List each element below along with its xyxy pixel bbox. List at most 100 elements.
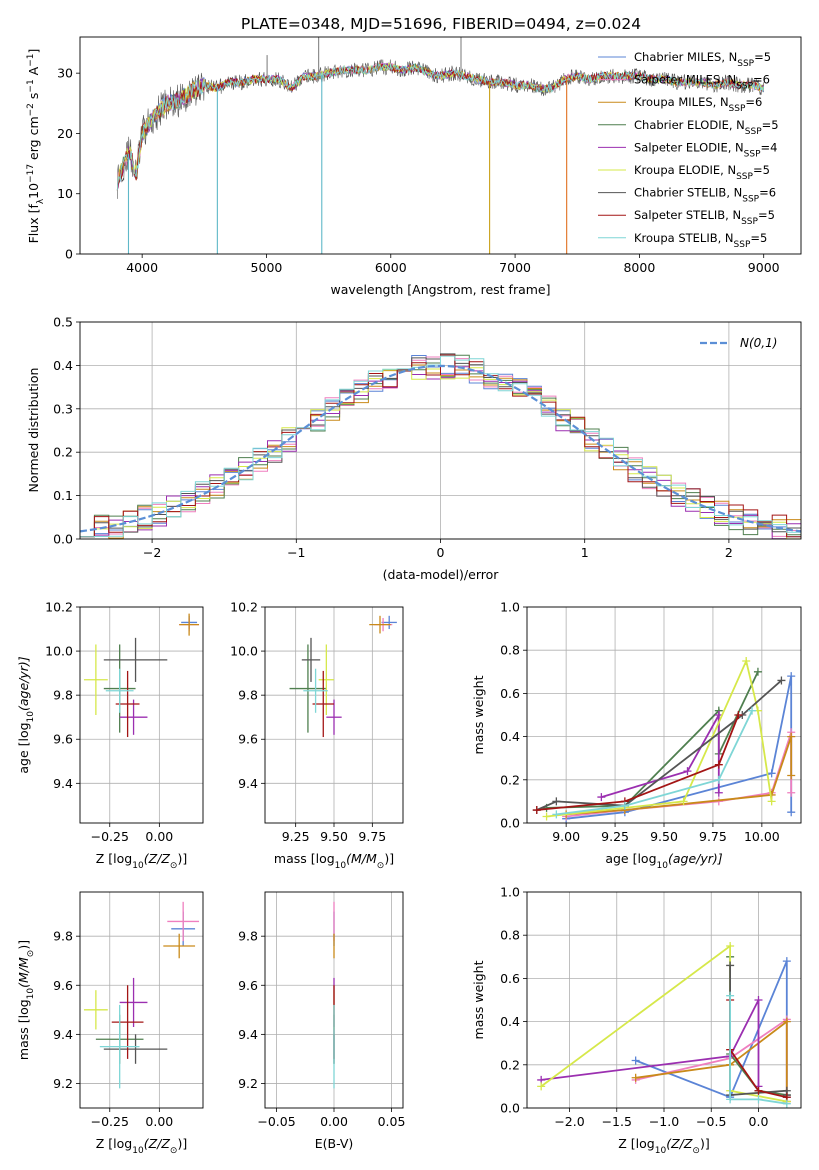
normal-curve: [80, 364, 801, 533]
data-marker: [620, 801, 629, 810]
legend-entry-part: SSP: [729, 104, 746, 114]
spectrum-ylabel-part: Flux [f: [26, 204, 41, 244]
age-vs-mass-axes-ytick-label: 9.6: [238, 732, 258, 747]
residuals-axes-ytick-label: 0.3: [53, 401, 73, 416]
age-vs-mass-xlabel-part: (M/M: [346, 851, 377, 866]
age-vs-Z-xlabel-part: (Z/Z: [144, 851, 171, 866]
data-marker: [726, 942, 735, 950]
legend-entry-part: =4: [761, 140, 778, 154]
mass-weight-vs-Z-axes-ytick-label: 0.2: [500, 1057, 520, 1072]
spectrum-line: [116, 63, 764, 191]
spectrum-axes-xtick-label: 4000: [126, 260, 158, 275]
legend-entry-part: Salpeter ELODIE, N: [634, 140, 744, 154]
data-marker: [683, 767, 692, 776]
age-vs-Z-frame: [79, 606, 204, 824]
mass-weight-vs-Z-axes-xtick-label: 0.0: [749, 1114, 769, 1129]
data-marker: [753, 667, 762, 676]
spectrum-ylabel-part: erg cm: [26, 116, 41, 164]
mass-vs-Z-xlabel-part: (Z/Z: [144, 1136, 171, 1151]
mass-vs-Z-xlabel-part: Z [log: [96, 1136, 132, 1151]
series-line: [556, 710, 753, 816]
data-marker: [742, 657, 751, 665]
data-marker: [537, 1082, 546, 1091]
mass-vs-ebv-axes-ytick-label: 9.6: [238, 978, 258, 993]
figure-title: PLATE=0348, MJD=51696, FIBERID=0494, z=0…: [241, 15, 641, 33]
data-marker: [714, 788, 723, 797]
age-vs-Z-axes-xtick-label: 0.00: [145, 829, 173, 844]
mass-weight-vs-age-axes-xtick-label: 9.00: [552, 829, 580, 844]
age-vs-Z-axes-xtick-label: −0.25: [91, 829, 129, 844]
age-vs-Z-ylabel: age [log10(age/yr)]: [16, 656, 36, 773]
data-marker: [767, 769, 776, 778]
mass-vs-Z-axes-ytick-label: 9.8: [53, 929, 73, 944]
mass-weight-vs-age-ylabel: mass weight: [471, 675, 486, 754]
legend-entry: Salpeter STELIB, NSSP=5: [634, 208, 775, 227]
data-marker: [787, 672, 796, 681]
spectrum-axes: 4000 5000 6000 7000 8000 9000 0 10 20 30 wavelengt…: [26, 36, 802, 297]
mass-weight-vs-Z-frame: [526, 891, 802, 1109]
age-vs-mass-xlabel-part: )]: [384, 851, 394, 866]
legend-entry: Kroupa STELIB, NSSP=5: [634, 231, 767, 250]
residuals-frame: [79, 321, 802, 540]
data-marker: [754, 1095, 763, 1104]
legend-entry-part: SSP: [734, 240, 751, 250]
mass-vs-Z-ylabel-part: )]: [16, 940, 31, 950]
legend-entry-part: =5: [753, 163, 770, 177]
legend-entry: Kroupa MILES, NSSP=6: [634, 95, 762, 114]
data-marker: [552, 810, 561, 819]
legend-entry-part: Salpeter MILES, N: [634, 73, 736, 87]
age-vs-mass-xlabel-part: mass [log: [274, 851, 335, 866]
mass-weight-vs-age-axes-ytick-label: 0.6: [500, 686, 520, 701]
legend-entry-part: Kroupa STELIB, N: [634, 231, 734, 245]
mass-weight-vs-Z-axes-xtick-label: −1.5: [602, 1114, 632, 1129]
legend-entry: Salpeter ELODIE, NSSP=4: [634, 140, 777, 159]
mass-vs-Z-xlabel-part: 10: [132, 1146, 144, 1156]
spectrum-xlabel: wavelength [Angstrom, rest frame]: [330, 282, 550, 297]
mass-vs-ebv-frame: [264, 891, 404, 1109]
mass-vs-ebv-axes-ytick-label: 9.2: [238, 1076, 258, 1091]
mass-weight-vs-age-axes-ytick-label: 0.2: [500, 772, 520, 787]
spectrum-axes-xtick-label: 7000: [499, 260, 531, 275]
mass-vs-Z-ylabel-part: 10: [26, 988, 36, 1000]
residuals-axes-ytick-label: 0.4: [53, 358, 73, 373]
data-marker: [787, 732, 796, 741]
legend-entry-part: SSP: [744, 149, 761, 159]
age-vs-Z-xlabel-part: 10: [132, 861, 144, 871]
data-marker: [552, 797, 561, 806]
residuals-axes: −2 −1 0 1 2 0.0 0.1 0.2 0.3 0.4 0.5 (data-model)/er…: [26, 315, 802, 582]
data-marker: [754, 1086, 763, 1095]
data-marker: [714, 775, 723, 784]
spectrum-ylabel: Flux [fλ10−17 erg cm−2 s−1 A−1]: [26, 49, 46, 244]
age-vs-Z-axes-ytick-label: 10.2: [45, 600, 73, 615]
spectrum-axes-xtick-label: 5000: [251, 260, 283, 275]
mass-weight-vs-age-axes-ytick-label: 0.4: [500, 729, 520, 744]
spectrum-axes-xtick-label: 8000: [623, 260, 655, 275]
age-vs-Z-xlabel-part: ⊙: [170, 861, 178, 871]
age-vs-Z-xlabel-part: )]: [177, 851, 187, 866]
age-vs-mass-axes-xtick-label: 9.25: [282, 829, 310, 844]
mass-vs-Z-frame: [79, 891, 204, 1109]
spectrum-axes-ytick-label: 20: [57, 126, 73, 141]
legend-entry: Salpeter MILES, NSSP=6: [634, 73, 770, 92]
age-vs-mass-axes-ytick-label: 9.4: [238, 776, 258, 791]
spectrum-ylabel-part: −2: [26, 103, 36, 116]
data-marker: [726, 991, 735, 1000]
panels: 4000 5000 6000 7000 8000 90000102030wavelengt…: [16, 36, 802, 1156]
spectrum-ylabel-part: A: [26, 66, 41, 79]
legend-entry-part: =5: [754, 50, 771, 64]
data-marker: [532, 806, 541, 815]
age-vs-Z-axes-ytick-label: 9.6: [53, 732, 73, 747]
mass-weight-vs-Z-axes-xtick-label: −0.5: [696, 1114, 726, 1129]
mass-weight-vs-age-axes-xtick-label: 9.25: [601, 829, 629, 844]
age-vs-Z-ylabel-part: 10: [26, 711, 36, 723]
data-marker: [782, 957, 791, 966]
age-vs-Z-axes-ytick-label: 9.8: [53, 688, 73, 703]
data-marker: [631, 1056, 640, 1065]
mass-weight-vs-age-axes: 9.00 9.25 9.50 9.75 10.00 0.0 0.2 0.4 0.6 0.8 1.0 a…: [471, 600, 802, 871]
legend-entry: Chabrier STELIB, NSSP=6: [634, 186, 776, 205]
mass-weight-vs-Z-axes-ytick-label: 0.8: [500, 928, 520, 943]
data-marker: [782, 1099, 791, 1108]
spectrum-ylabel-part: −17: [26, 164, 36, 183]
residuals-xlabel: (data-model)/error: [383, 567, 500, 582]
age-vs-mass-xlabel-part: 10: [335, 861, 347, 871]
